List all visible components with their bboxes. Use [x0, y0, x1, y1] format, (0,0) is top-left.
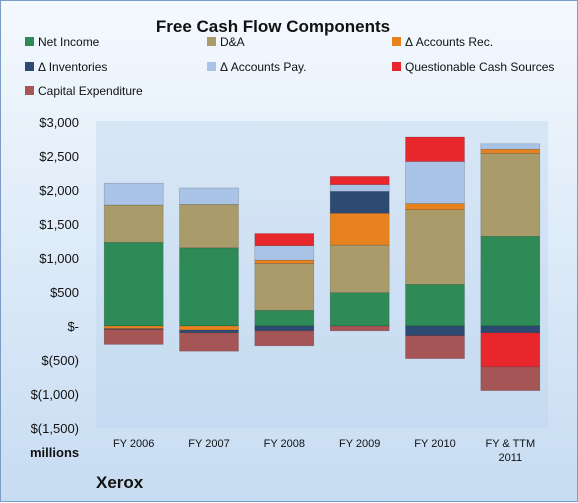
bar-segment-d-a — [179, 204, 239, 249]
legend-label-accounts-pay: Δ Accounts Pay. — [220, 60, 307, 74]
bar-segment-accounts-rec — [179, 325, 239, 331]
bar-segment-capital-expenditure — [179, 332, 239, 352]
bar-segment-accounts-rec — [103, 325, 164, 330]
y-tick-label: $2,500 — [39, 149, 79, 164]
legend-label-inventories: Δ Inventories — [38, 60, 107, 74]
legend-swatch-net-income — [25, 37, 34, 46]
bar-segment-net-income — [254, 310, 315, 327]
bar-segment-d-a — [103, 204, 164, 243]
bar-segment-inventories — [480, 325, 541, 334]
y-tick-label: $(500) — [41, 353, 79, 368]
bar-segment-d-a — [254, 263, 315, 311]
x-tick-label: FY & TTM 2011 — [485, 438, 535, 464]
y-tick-label: $3,000 — [39, 115, 79, 130]
x-tick-label: FY 2006 — [113, 438, 154, 450]
bar-segment-net-income — [405, 284, 465, 327]
bar-segment-accounts-pay — [103, 182, 164, 206]
bar-segment-accounts-pay — [179, 187, 239, 205]
bar-segment-inventories — [329, 191, 390, 214]
legend-swatch-questionable-cash-sources — [392, 62, 401, 71]
legend-swatch-inventories — [25, 62, 34, 71]
bar-segment-inventories — [254, 325, 315, 332]
bar-segment-capital-expenditure — [329, 325, 390, 332]
legend-swatch-capital-expenditure — [25, 86, 34, 95]
bar-segment-capital-expenditure — [103, 329, 164, 345]
y-tick-label: $(1,500) — [31, 421, 79, 436]
bar-segment-d-a — [329, 244, 390, 294]
legend-swatch-accounts-pay — [207, 62, 216, 71]
bar-segment-inventories — [405, 325, 465, 336]
bar-segment-questionable-cash-sources — [329, 176, 390, 185]
legend-label-d-a: D&A — [220, 35, 245, 49]
bar-segment-accounts-rec — [405, 203, 465, 211]
bar-segment-d-a — [480, 153, 541, 237]
unit-label: millions — [30, 445, 79, 460]
brand-label: Xerox — [96, 473, 144, 492]
bar-segment-accounts-rec — [254, 259, 315, 264]
bar-segment-d-a — [405, 209, 465, 285]
x-tick-label: FY 2010 — [414, 438, 455, 450]
legend-label-net-income: Net Income — [38, 35, 100, 49]
y-tick-label: $1,500 — [39, 217, 79, 232]
legend-swatch-d-a — [207, 37, 216, 46]
bar-segment-accounts-pay — [329, 184, 390, 192]
bar-segment-capital-expenditure — [480, 366, 541, 391]
bar-segment-accounts-pay — [480, 143, 541, 150]
bar-segment-questionable-cash-sources — [480, 332, 541, 368]
bar-segment-questionable-cash-sources — [254, 233, 315, 246]
legend-swatch-accounts-rec — [392, 37, 401, 46]
y-tick-label: $2,000 — [39, 183, 79, 198]
bars — [103, 136, 541, 391]
bar-segment-accounts-pay — [254, 245, 315, 261]
x-axis: FY 2006 FY 2007 FY 2008 FY 2009 FY 2010 FY & … — [113, 438, 535, 464]
bar-segment-accounts-rec — [480, 148, 541, 154]
legend-label-accounts-rec: Δ Accounts Rec. — [405, 35, 493, 49]
bar-segment-net-income — [103, 242, 164, 327]
bar-segment-questionable-cash-sources — [405, 136, 465, 162]
y-tick-label: $- — [67, 319, 79, 334]
bar-segment-capital-expenditure — [254, 330, 315, 347]
legend-label-capital-expenditure: Capital Expenditure — [38, 84, 143, 98]
y-tick-label: $(1,000) — [31, 387, 79, 402]
y-tick-label: $500 — [50, 285, 79, 300]
chart-title: Free Cash Flow Components — [156, 17, 390, 36]
bar-segment-accounts-pay — [405, 161, 465, 204]
bar-segment-accounts-rec — [329, 212, 390, 246]
bar-segment-capital-expenditure — [405, 335, 465, 359]
x-tick-label: FY 2009 — [339, 438, 380, 450]
y-tick-label: $1,000 — [39, 251, 79, 266]
bar-segment-net-income — [329, 292, 390, 327]
x-tick-label: FY 2008 — [264, 438, 305, 450]
bar-segment-net-income — [480, 235, 541, 327]
legend-label-questionable-cash-sources: Questionable Cash Sources — [405, 60, 554, 74]
y-axis: $3,000 $2,500 $2,000 $1,500 $1,000 $500 $- $(50… — [31, 115, 79, 436]
legend: Net Income D&A Δ Accounts Rec. Δ Inventorie… — [25, 35, 554, 98]
x-tick-label: FY 2007 — [188, 438, 229, 450]
plot-area — [96, 121, 548, 428]
bar-segment-net-income — [179, 247, 239, 327]
bar-segment-inventories — [179, 329, 239, 334]
